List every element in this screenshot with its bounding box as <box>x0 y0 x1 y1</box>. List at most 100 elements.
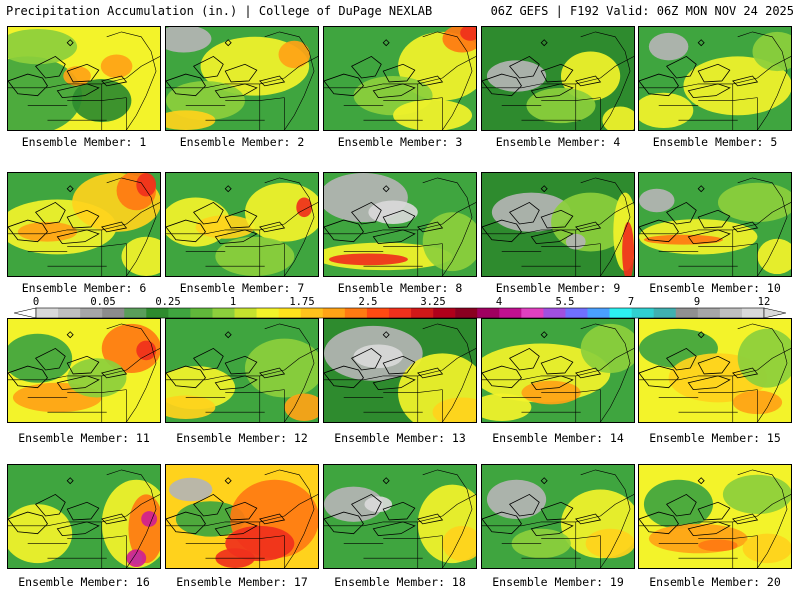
station-marker-icon <box>540 185 548 193</box>
state-border <box>225 389 285 393</box>
colorbar-swatch <box>146 308 169 318</box>
lake-outline <box>324 73 364 97</box>
precip-contour-area <box>460 27 476 41</box>
ensemble-member-label: Ensemble Member: 17 <box>176 575 308 589</box>
state-border <box>166 348 318 381</box>
lake-outline <box>482 511 522 535</box>
colorbar-tick-label: 0 <box>32 296 40 308</box>
precip-contour-area <box>166 80 245 121</box>
precip-contour-area <box>166 27 212 53</box>
state-border <box>106 469 157 568</box>
ensemble-map-panel <box>165 26 319 131</box>
ensemble-map-panel <box>323 464 477 569</box>
colorbar-swatch <box>58 308 81 318</box>
lake-outline <box>509 55 540 79</box>
ensemble-map-panel <box>481 318 635 423</box>
ensemble-member-label: Ensemble Member: 1 <box>21 135 147 149</box>
colorbar-swatch <box>543 308 566 318</box>
colorbar-tick-label: 4 <box>495 296 503 308</box>
state-border <box>737 31 788 130</box>
lake-outline <box>35 55 66 79</box>
state-border <box>166 202 318 235</box>
lake-outline <box>666 347 697 371</box>
colorbar-swatch <box>411 308 434 318</box>
precip-contour-area <box>643 479 714 529</box>
lake-outline <box>574 75 602 87</box>
state-border <box>580 31 631 130</box>
lake-outline <box>214 83 258 99</box>
precip-contour-area <box>8 333 73 383</box>
colorbar-swatch <box>741 308 765 318</box>
state-border <box>225 535 285 539</box>
precip-contour-area <box>141 511 158 527</box>
colorbar-swatch <box>499 308 522 318</box>
colorbar-swatch <box>366 308 390 318</box>
precip-contour-area <box>486 479 547 519</box>
lake-outline <box>66 209 100 229</box>
precip-contour-area <box>393 99 473 130</box>
precip-map <box>324 27 476 130</box>
precip-map <box>166 465 318 568</box>
station-marker-icon <box>382 331 390 339</box>
colorbar-swatch <box>433 308 456 318</box>
precip-contour-area <box>121 236 160 276</box>
lake-outline <box>372 229 416 245</box>
station-marker-icon <box>540 477 548 485</box>
lake-outline <box>166 365 206 389</box>
ensemble-map-panel <box>7 26 161 131</box>
precip-map <box>324 465 476 568</box>
colorbar-swatch <box>565 308 588 318</box>
precip-contour-area <box>639 188 675 213</box>
ensemble-member-label: Ensemble Member: 5 <box>652 135 778 149</box>
precip-contour-area <box>432 397 476 422</box>
ensemble-member-label: Ensemble Member: 14 <box>492 431 624 445</box>
precip-contour-area <box>166 395 216 420</box>
ensemble-map-panel <box>323 318 477 423</box>
colorbar-swatch <box>36 308 59 318</box>
colorbar-swatch <box>675 308 699 318</box>
colorbar-tick-label: 9 <box>693 296 701 308</box>
station-marker-icon <box>66 331 74 339</box>
precip-contour-area <box>422 212 476 272</box>
precip-contour-area <box>622 222 634 276</box>
precip-contour-area <box>648 32 689 61</box>
precip-contour-area <box>63 66 91 86</box>
lake-outline <box>574 367 602 379</box>
lake-outline <box>482 365 522 389</box>
precip-map <box>482 27 634 130</box>
precipitation-colorbar <box>14 307 786 319</box>
lake-outline <box>731 75 759 87</box>
precip-contour-area <box>8 28 78 65</box>
station-marker-icon <box>66 185 74 193</box>
ensemble-map-panel <box>7 318 161 423</box>
lake-outline <box>66 355 100 375</box>
precip-contour-area <box>8 504 73 564</box>
colorbar-swatch <box>256 308 279 318</box>
precip-map <box>482 465 634 568</box>
station-marker-icon <box>697 185 705 193</box>
lake-outline <box>639 73 679 97</box>
station-marker-icon <box>224 39 232 47</box>
precip-contour-area <box>482 393 532 422</box>
lake-outline <box>166 219 206 243</box>
lake-outline <box>509 493 540 517</box>
state-border <box>422 177 473 276</box>
ensemble-map-panel <box>638 172 792 277</box>
precip-contour-area <box>698 539 738 552</box>
precip-contour-area <box>482 343 611 403</box>
state-border <box>541 535 601 539</box>
colorbar-swatch <box>697 308 721 318</box>
state-border <box>324 348 476 381</box>
station-marker-icon <box>224 331 232 339</box>
precip-contour-area <box>368 200 418 225</box>
colorbar-swatch <box>80 308 103 318</box>
state-border <box>737 469 788 568</box>
ensemble-member-label: Ensemble Member: 8 <box>337 281 463 295</box>
colorbar-swatch <box>344 308 368 318</box>
lake-outline <box>574 221 602 233</box>
ensemble-map-panel <box>638 464 792 569</box>
state-border <box>67 243 127 247</box>
precip-contour-area <box>742 533 791 564</box>
lake-outline <box>482 73 522 97</box>
state-border <box>225 243 285 247</box>
